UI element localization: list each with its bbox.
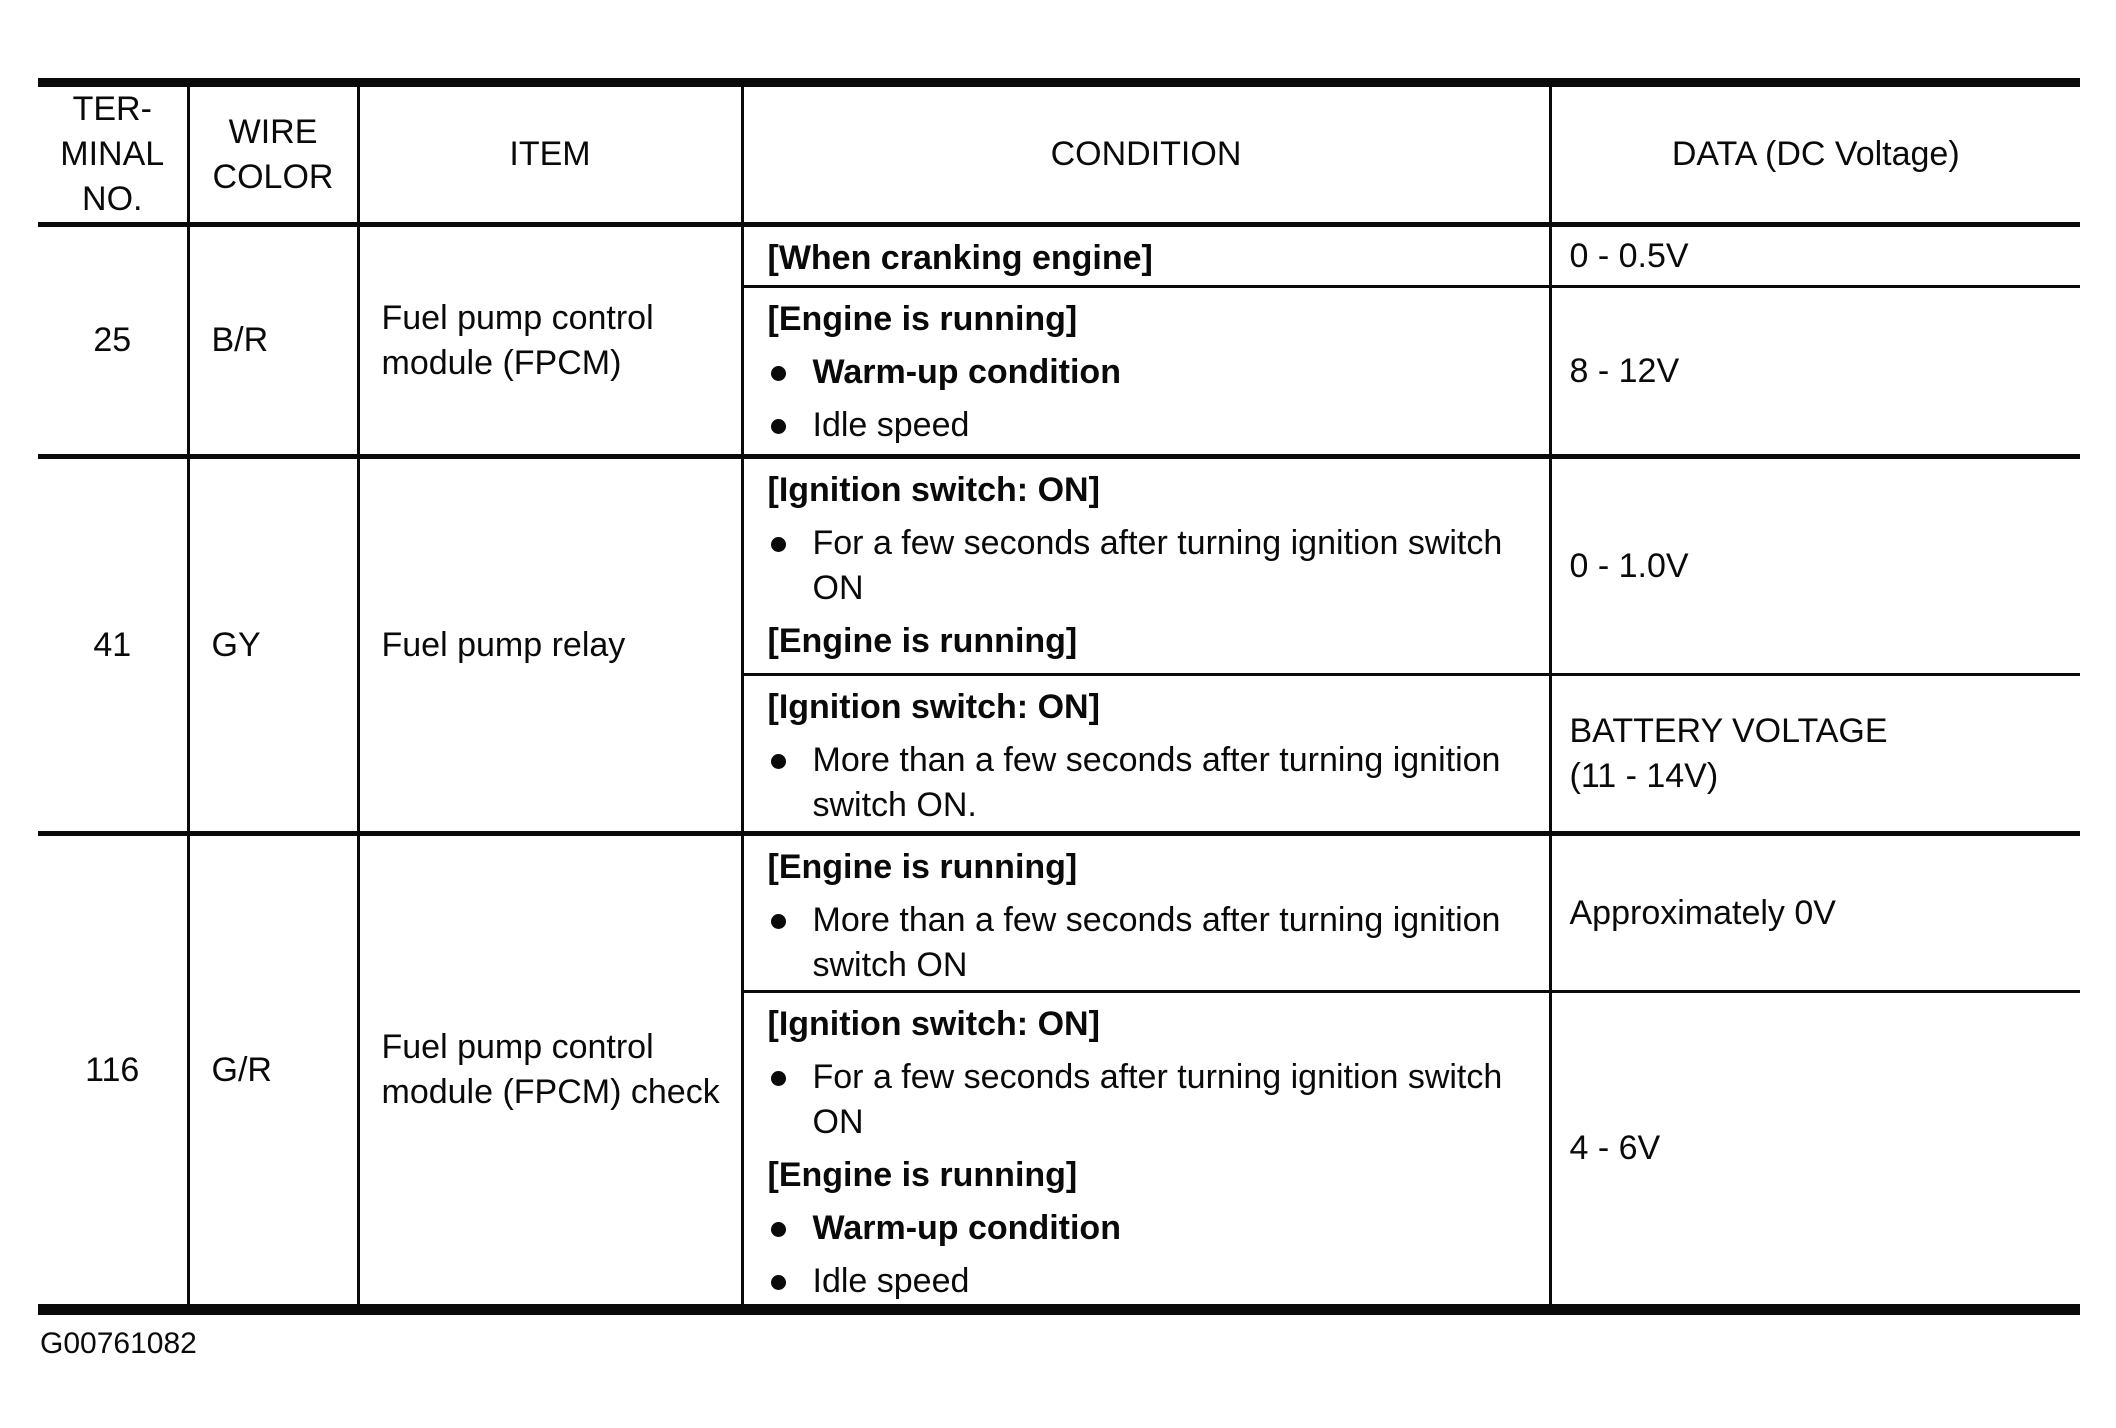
bullet-icon — [770, 1071, 786, 1086]
header-condition: CONDITION — [740, 82, 1550, 227]
item-cell: Fuel pump control module (FPCM) check — [356, 833, 742, 1310]
data-cell: 0 - 0.5V — [1548, 224, 2080, 288]
table-row: 25 B/R Fuel pump control module (FPCM) [… — [38, 224, 2080, 459]
condition-line: [Ignition switch: ON] — [768, 1002, 1537, 1047]
table-row: [Ignition switch: ON] For a few seconds … — [38, 991, 2080, 1310]
data-cell: 0 - 1.0V — [1548, 456, 2080, 676]
condition-line: Idle speed — [768, 403, 1537, 448]
item-cell: Fuel pump relay — [356, 456, 742, 836]
condition-line: [Engine is running] — [768, 1153, 1537, 1198]
condition-line: Warm-up condition — [768, 1206, 1537, 1251]
condition-cell: [Engine is running] More than a few seco… — [740, 833, 1550, 993]
condition-text: [Ignition switch: ON] — [767, 1005, 1100, 1043]
condition-line: [Engine is running] — [768, 619, 1537, 664]
condition-text: For a few seconds after turning ignition… — [812, 1058, 1503, 1141]
bullet-icon — [770, 366, 786, 381]
condition-text: Idle speed — [812, 1262, 970, 1300]
table-row: [Ignition switch: ON] More than a few se… — [38, 674, 2080, 836]
data-cell: BATTERY VOLTAGE (11 - 14V) — [1548, 674, 2080, 836]
condition-text: [Ignition switch: ON] — [767, 471, 1100, 509]
condition-text: [Engine is running] — [767, 300, 1078, 338]
condition-text: Warm-up condition — [812, 1209, 1121, 1247]
bullet-icon — [770, 537, 786, 552]
data-cell: 8 - 12V — [1548, 286, 2080, 459]
condition-line: More than a few seconds after turning ig… — [768, 898, 1537, 988]
terminal-voltage-table: TER- MINAL NO. WIRE COLOR ITEM CONDITION… — [38, 78, 2080, 1315]
condition-cell: [When cranking engine] — [740, 224, 1550, 288]
condition-line: [Engine is running] — [768, 297, 1537, 342]
condition-text: More than a few seconds after turning ig… — [812, 901, 1501, 984]
condition-line: For a few seconds after turning ignition… — [768, 1055, 1537, 1145]
condition-text: [Engine is running] — [767, 848, 1078, 886]
header-wire-color: WIRE COLOR — [186, 82, 358, 227]
condition-text: Idle speed — [812, 406, 970, 444]
table-row: 116 G/R Fuel pump control module (FPCM) … — [38, 833, 2080, 1310]
condition-cell: [Ignition switch: ON] More than a few se… — [740, 674, 1550, 836]
condition-text: For a few seconds after turning ignition… — [812, 524, 1503, 607]
condition-text: [Ignition switch: ON] — [767, 688, 1100, 726]
bullet-icon — [770, 754, 786, 769]
table-header-row: TER- MINAL NO. WIRE COLOR ITEM CONDITION… — [38, 82, 2080, 227]
header-terminal-no: TER- MINAL NO. — [38, 82, 188, 227]
condition-text: Warm-up condition — [812, 353, 1121, 391]
wire-color-cell: G/R — [186, 833, 358, 1310]
condition-text: [Engine is running] — [767, 1156, 1078, 1194]
condition-line: For a few seconds after turning ignition… — [768, 521, 1537, 611]
data-cell: 4 - 6V — [1548, 991, 2080, 1310]
condition-line: [Ignition switch: ON] — [768, 468, 1537, 513]
condition-text: [When cranking engine] — [767, 239, 1153, 277]
bullet-icon — [770, 914, 786, 929]
condition-line: [When cranking engine] — [768, 236, 1537, 281]
header-data: DATA (DC Voltage) — [1548, 82, 2080, 227]
terminal-no-cell: 41 — [38, 456, 188, 836]
condition-line: [Engine is running] — [768, 845, 1537, 890]
data-cell: Approximately 0V — [1548, 833, 2080, 993]
condition-line: [Ignition switch: ON] — [768, 685, 1537, 730]
condition-cell: [Engine is running] Warm-up condition Id… — [740, 286, 1550, 459]
table-row: 41 GY Fuel pump relay [Ignition switch: … — [38, 456, 2080, 836]
figure-code: G00761082 — [40, 1327, 197, 1360]
header-item: ITEM — [356, 82, 742, 227]
wire-color-cell: GY — [186, 456, 358, 836]
table-row: [Engine is running] Warm-up condition Id… — [38, 286, 2080, 459]
condition-line: Idle speed — [768, 1259, 1537, 1304]
bullet-icon — [770, 1275, 786, 1290]
condition-text: More than a few seconds after turning ig… — [812, 741, 1501, 824]
item-cell: Fuel pump control module (FPCM) — [356, 224, 742, 459]
condition-line: More than a few seconds after turning ig… — [768, 738, 1537, 828]
condition-text: [Engine is running] — [767, 622, 1078, 660]
condition-cell: [Ignition switch: ON] For a few seconds … — [740, 456, 1550, 676]
terminal-no-cell: 25 — [38, 224, 188, 459]
condition-line: Warm-up condition — [768, 350, 1537, 395]
condition-cell: [Ignition switch: ON] For a few seconds … — [740, 991, 1550, 1310]
bullet-icon — [770, 419, 786, 434]
bullet-icon — [770, 1222, 786, 1237]
wire-color-cell: B/R — [186, 224, 358, 459]
terminal-no-cell: 116 — [85, 1050, 140, 1089]
